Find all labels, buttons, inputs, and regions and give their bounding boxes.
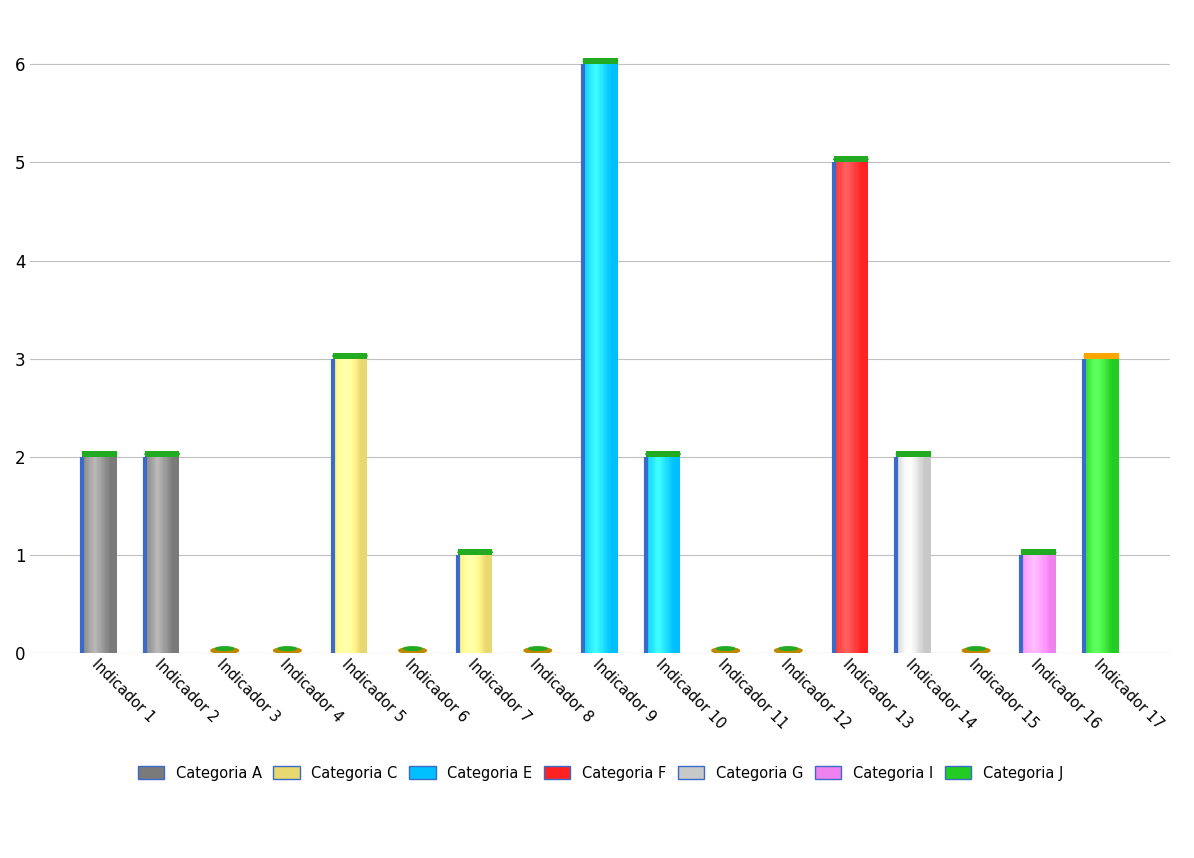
Ellipse shape: [458, 551, 492, 554]
Ellipse shape: [278, 647, 296, 650]
Bar: [833, 156, 868, 162]
Ellipse shape: [967, 647, 985, 650]
Ellipse shape: [399, 648, 426, 654]
Bar: [897, 451, 930, 457]
Ellipse shape: [1022, 551, 1055, 554]
Bar: [646, 451, 681, 457]
Bar: [1022, 549, 1055, 555]
Ellipse shape: [716, 647, 734, 650]
Ellipse shape: [333, 354, 368, 358]
Bar: [144, 451, 179, 457]
Ellipse shape: [273, 648, 301, 654]
Ellipse shape: [583, 59, 617, 63]
Bar: [583, 58, 617, 64]
Ellipse shape: [775, 648, 802, 654]
Ellipse shape: [780, 647, 798, 650]
Ellipse shape: [82, 452, 117, 456]
Ellipse shape: [529, 647, 547, 650]
Ellipse shape: [211, 648, 239, 654]
Ellipse shape: [144, 452, 179, 456]
Bar: [1084, 353, 1119, 359]
Ellipse shape: [833, 158, 868, 161]
Bar: [333, 353, 368, 359]
Ellipse shape: [1084, 354, 1119, 358]
Legend: Categoria A, Categoria C, Categoria E, Categoria F, Categoria G, Categoria I, Ca: Categoria A, Categoria C, Categoria E, C…: [133, 760, 1069, 787]
Ellipse shape: [646, 452, 681, 456]
Ellipse shape: [524, 648, 552, 654]
Bar: [458, 549, 492, 555]
Bar: [82, 451, 117, 457]
Ellipse shape: [962, 648, 990, 654]
Ellipse shape: [404, 647, 421, 650]
Ellipse shape: [216, 647, 234, 650]
Ellipse shape: [712, 648, 739, 654]
Ellipse shape: [897, 452, 930, 456]
